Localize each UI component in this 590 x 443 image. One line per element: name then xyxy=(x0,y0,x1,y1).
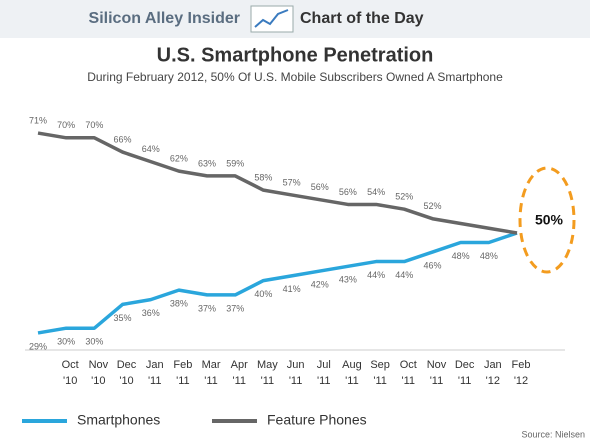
data-label: 64% xyxy=(142,144,160,154)
data-label: 71% xyxy=(29,115,47,125)
data-label: 35% xyxy=(114,313,132,323)
legend-label: Feature Phones xyxy=(267,412,367,428)
x-tick-label: Aug '11 xyxy=(342,359,362,387)
x-tick-label: Oct '11 xyxy=(400,359,417,387)
data-label: 52% xyxy=(423,201,441,211)
x-tick-label: Nov '10 xyxy=(89,359,109,387)
x-tick-label: Jan '11 xyxy=(146,359,164,387)
data-label: 43% xyxy=(339,275,357,285)
data-label: 44% xyxy=(395,270,413,280)
x-tick-label: Apr '11 xyxy=(231,359,248,387)
data-label: 70% xyxy=(57,120,75,130)
data-label: 56% xyxy=(339,187,357,197)
x-tick-label: Jun '11 xyxy=(287,359,305,387)
data-label: 30% xyxy=(85,337,103,347)
data-label: 38% xyxy=(170,298,188,308)
chart-title: U.S. Smartphone Penetration xyxy=(157,44,434,66)
x-tick-label: Sep '11 xyxy=(370,359,390,387)
x-tick-label: Dec '11 xyxy=(455,359,475,387)
legend-label: Smartphones xyxy=(77,412,160,428)
data-label: 66% xyxy=(114,134,132,144)
data-label: 42% xyxy=(311,279,329,289)
site-name: Silicon Alley Insider xyxy=(89,10,240,27)
logo-icon xyxy=(254,9,289,28)
data-label: 70% xyxy=(85,120,103,130)
data-label: 44% xyxy=(367,270,385,280)
data-label: 57% xyxy=(283,177,301,187)
highlight-ring xyxy=(518,166,576,274)
x-tick-label: Feb '11 xyxy=(173,359,192,387)
source: Source: Nielsen xyxy=(521,429,585,439)
data-label: 48% xyxy=(452,251,470,261)
series-line xyxy=(37,231,518,335)
x-tick-label: Feb '12 xyxy=(512,359,531,387)
data-label: 58% xyxy=(254,173,272,183)
data-label: 48% xyxy=(480,251,498,261)
data-label: 29% xyxy=(29,341,47,351)
chart-subtitle: During February 2012, 50% Of U.S. Mobile… xyxy=(87,70,503,84)
x-tick-label: Oct '10 xyxy=(62,359,79,387)
x-tick-label: Jul '11 xyxy=(317,359,331,387)
series-line xyxy=(37,131,518,235)
data-label: 40% xyxy=(254,289,272,299)
data-label: 37% xyxy=(226,303,244,313)
x-tick-label: Mar '11 xyxy=(202,359,221,387)
x-tick-label: Jan '12 xyxy=(484,359,502,387)
data-label: 52% xyxy=(395,192,413,202)
data-label: 30% xyxy=(57,337,75,347)
section-name: Chart of the Day xyxy=(300,10,424,27)
data-label: 62% xyxy=(170,153,188,163)
x-tick-label: May '11 xyxy=(257,359,278,387)
data-label: 37% xyxy=(198,303,216,313)
x-tick-label: Nov '11 xyxy=(427,359,447,387)
data-label: 56% xyxy=(311,182,329,192)
data-label: 46% xyxy=(423,260,441,270)
header-band xyxy=(0,0,590,38)
annotation: 50% xyxy=(535,212,564,228)
data-label: 41% xyxy=(283,284,301,294)
x-tick-label: Dec '10 xyxy=(117,359,137,387)
data-label: 36% xyxy=(142,308,160,318)
data-label: 59% xyxy=(226,158,244,168)
data-label: 54% xyxy=(367,187,385,197)
data-label: 63% xyxy=(198,158,216,168)
